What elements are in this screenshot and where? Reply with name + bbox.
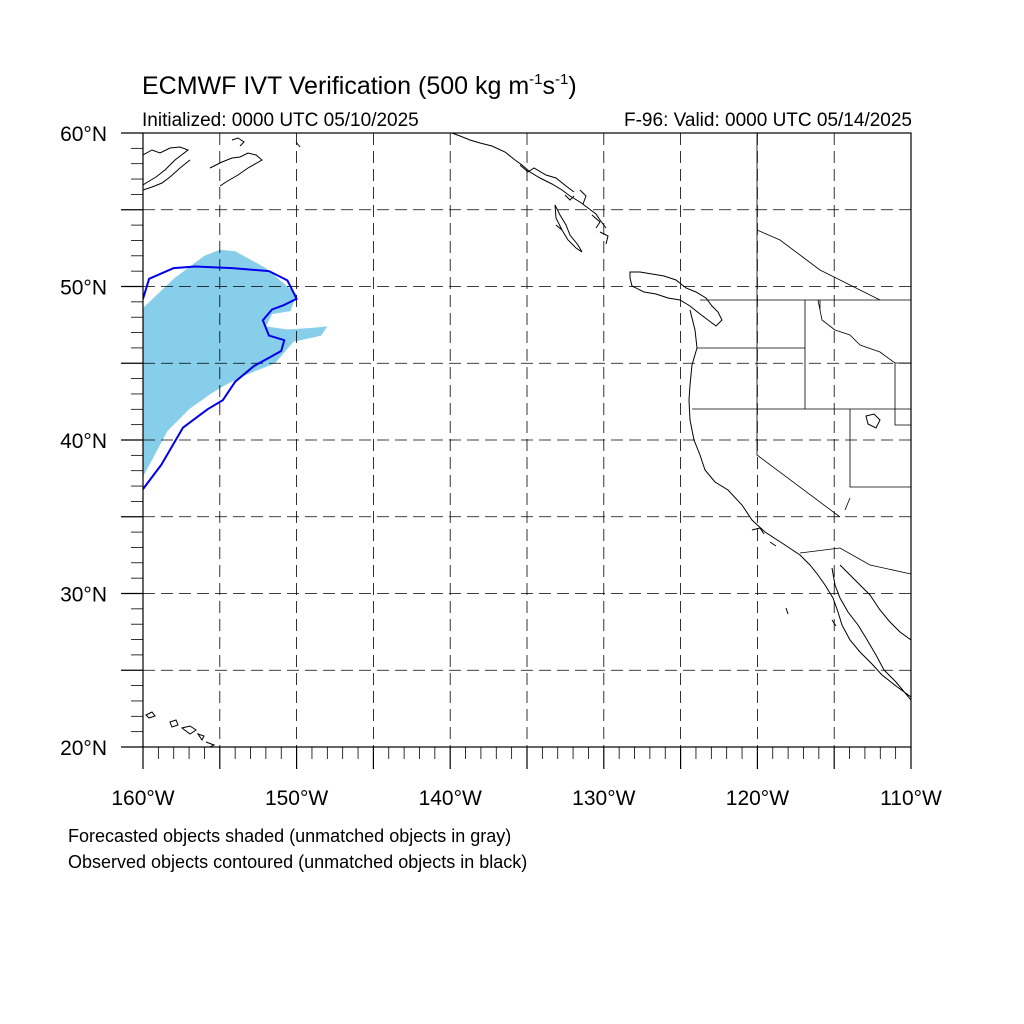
observed-object-contour [143,265,298,490]
axis-labels: 60°N 50°N 40°N 30°N 20°N 160°W 150°W 140°W 130°W… [60,123,942,810]
coastline-alaska [143,133,607,229]
title-unit-s: s [542,72,556,100]
lon-label: 130°W [572,787,635,810]
coastline-hawaii [145,711,216,747]
lon-label: 160°W [111,787,174,810]
caption-forecast: Forecasted objects shaded (unmatched obj… [68,826,512,846]
title-exponent-2: -1 [555,71,569,88]
initialized-time: Initialized: 0000 UTC 05/10/2025 [142,110,419,131]
graticule [143,133,911,747]
coastline-layer [143,133,911,747]
lat-label: 30°N [60,584,107,607]
lat-label: 20°N [60,737,107,760]
lon-label: 110°W [880,787,942,810]
title-main: ECMWF IVT Verification (500 kg m [142,72,530,100]
coastline-lakes [751,413,881,627]
lon-label: 120°W [726,787,789,810]
axis-ticks [121,132,912,769]
title-end: ) [568,72,577,100]
coastline-islands-bc [554,189,723,327]
state-borders [692,133,911,575]
lat-label: 60°N [60,123,107,146]
title-exponent-1: -1 [529,71,543,88]
valid-time: F-96: Valid: 0000 UTC 05/14/2025 [624,110,912,131]
figure-title: ECMWF IVT Verification (500 kg m-1s-1) [142,72,577,101]
lon-label: 150°W [265,787,328,810]
caption-observed: Observed objects contoured (unmatched ob… [68,852,528,872]
lat-label: 50°N [60,277,107,300]
lat-label: 40°N [60,430,107,453]
coastline-west-coast [688,309,911,701]
observed-layer [143,265,298,490]
lon-label: 140°W [419,787,482,810]
